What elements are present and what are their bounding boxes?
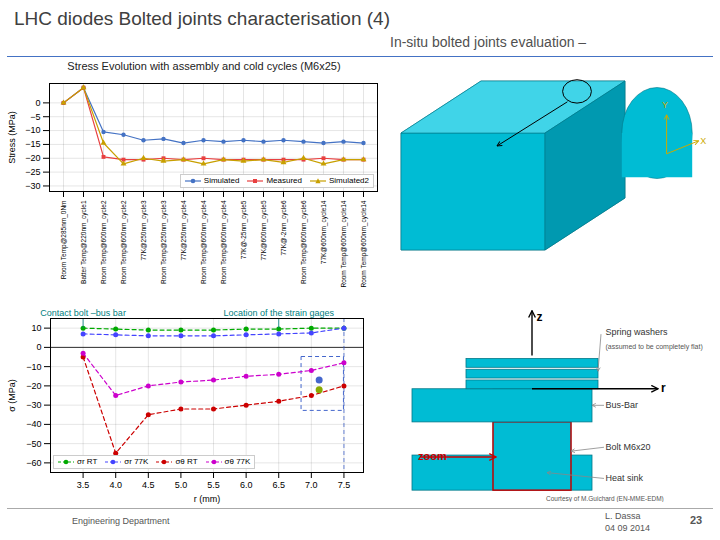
- svg-text:X: X: [700, 136, 706, 146]
- html-text:L. Dassa: L. Dassa: [605, 511, 641, 521]
- svg-text:5.5: 5.5: [207, 480, 220, 490]
- svg-text:Spring washers: Spring washers: [606, 327, 669, 337]
- html-text:Stress Evolution with assembly: Stress Evolution with assembly and cold …: [67, 60, 341, 72]
- svg-text:zoom: zoom: [418, 450, 447, 462]
- svg-text:r (mm): r (mm): [194, 494, 221, 504]
- html-text:04 09 2014: 04 09 2014: [605, 523, 650, 533]
- svg-text:Room Temp@250nm_cycle3: Room Temp@250nm_cycle3: [160, 200, 168, 284]
- svg-text:Batter Temp@220nm_cycle1: Batter Temp@220nm_cycle1: [80, 200, 88, 284]
- svg-text:σ (MPa): σ (MPa): [7, 379, 17, 412]
- svg-text:−5: −5: [30, 112, 40, 122]
- svg-text:3.5: 3.5: [77, 480, 90, 490]
- svg-text:5.0: 5.0: [175, 480, 188, 490]
- svg-text:r: r: [661, 381, 666, 395]
- svg-text:Room Temp@600nm_cycle6: Room Temp@600nm_cycle6: [300, 200, 308, 284]
- svg-text:Contact bolt –bus bar: Contact bolt –bus bar: [40, 308, 126, 318]
- html-text:23: 23: [690, 514, 703, 526]
- svg-text:Bolt M6x20: Bolt M6x20: [606, 442, 651, 452]
- svg-text:Room Temp@600nm_cycle4: Room Temp@600nm_cycle4: [200, 200, 208, 284]
- svg-text:Bus-Bar: Bus-Bar: [606, 400, 639, 410]
- svg-text:Heat sink: Heat sink: [606, 473, 644, 483]
- svg-text:Room Temp@285nm_0Nm: Room Temp@285nm_0Nm: [60, 201, 68, 280]
- svg-text:77K@600nm_cycle14: 77K@600nm_cycle14: [320, 200, 328, 264]
- svg-text:77K@250nm_cycle4: 77K@250nm_cycle4: [180, 200, 188, 260]
- svg-text:Courtesy of M.Guichard (EN-MME: Courtesy of M.Guichard (EN-MME-EDM): [546, 495, 664, 502]
- svg-text:−20: −20: [25, 153, 40, 163]
- svg-text:Room Temp@600nm_cycle2: Room Temp@600nm_cycle2: [100, 200, 108, 284]
- svg-text:(assumed to be completely flat: (assumed to be completely flat): [606, 343, 703, 351]
- svg-text:−25: −25: [25, 167, 40, 177]
- svg-text:4.5: 4.5: [142, 480, 155, 490]
- html-text:σθ 77K: σθ 77K: [224, 457, 251, 466]
- html-text:Engineering Department: Engineering Department: [72, 516, 170, 526]
- html-text:LHC diodes Bolted joints chara: LHC diodes Bolted joints characterisatio…: [14, 8, 390, 29]
- svg-text:10: 10: [31, 323, 41, 333]
- svg-text:−30: −30: [25, 181, 40, 191]
- svg-text:Room Temp@600nm_cycle14: Room Temp@600nm_cycle14: [360, 200, 368, 287]
- html-text:σr RT: σr RT: [77, 457, 98, 466]
- svg-text:Room Temp@600nm_cycle2: Room Temp@600nm_cycle2: [120, 200, 128, 284]
- svg-text:4.0: 4.0: [109, 480, 122, 490]
- svg-text:77K@250nm_cycle3: 77K@250nm_cycle3: [140, 200, 148, 260]
- svg-text:Stress (MPa): Stress (MPa): [7, 111, 17, 164]
- html-text:σr 77K: σr 77K: [124, 457, 149, 466]
- svg-text:77K@-2nm_cycle6: 77K@-2nm_cycle6: [280, 200, 288, 255]
- svg-text:−15: −15: [25, 139, 40, 149]
- svg-text:7.5: 7.5: [338, 480, 351, 490]
- svg-text:6.0: 6.0: [240, 480, 253, 490]
- html-text:Simulated2: Simulated2: [329, 176, 369, 185]
- svg-text:0: 0: [36, 342, 41, 352]
- html-text:In-situ bolted joints evaluati: In-situ bolted joints evaluation –: [390, 34, 587, 50]
- svg-text:77K@-25nm_cycle5: 77K@-25nm_cycle5: [240, 200, 248, 259]
- svg-text:Location of the strain gages: Location of the strain gages: [223, 308, 334, 318]
- svg-text:−10: −10: [25, 125, 40, 135]
- html-text:Measured: Measured: [266, 176, 302, 185]
- svg-text:−20: −20: [26, 381, 41, 391]
- svg-text:−40: −40: [26, 419, 41, 429]
- svg-text:7.0: 7.0: [305, 480, 318, 490]
- svg-text:0: 0: [35, 98, 40, 108]
- svg-text:6.5: 6.5: [272, 480, 285, 490]
- html-text:Simulated: Simulated: [203, 176, 240, 185]
- svg-text:−50: −50: [26, 439, 41, 449]
- svg-text:z: z: [537, 310, 543, 324]
- html-text:σθ RT: σθ RT: [175, 457, 198, 466]
- svg-text:−10: −10: [26, 362, 41, 372]
- svg-text:−30: −30: [26, 400, 41, 410]
- svg-text:Room Temp@600nm_cycle4: Room Temp@600nm_cycle4: [220, 200, 228, 284]
- svg-text:Room Temp@600nm_cycle14: Room Temp@600nm_cycle14: [340, 200, 348, 287]
- svg-text:77K@600nm_cycle5: 77K@600nm_cycle5: [260, 200, 268, 260]
- svg-text:Y: Y: [662, 100, 668, 110]
- svg-text:−60: −60: [26, 458, 41, 468]
